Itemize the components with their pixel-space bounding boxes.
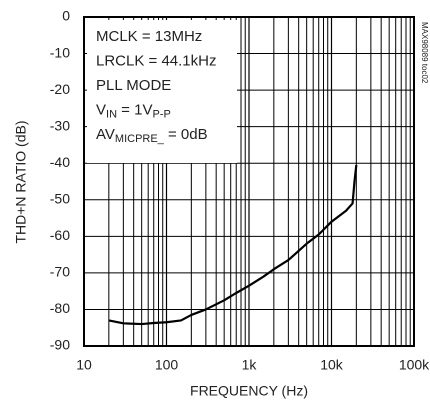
x-tick-label: 100k [399, 357, 430, 373]
y-axis-label: THD+N RATIO (dB) [13, 120, 29, 243]
x-tick-label: 100 [155, 357, 179, 373]
y-tick-label: -70 [50, 264, 70, 280]
y-tick-label: -10 [50, 44, 70, 60]
y-tick-label: -90 [50, 337, 70, 353]
annotation-part: P-P [152, 108, 170, 120]
x-axis-label: FREQUENCY (Hz) [190, 383, 308, 399]
side-note: MAX98089 toc02 [420, 22, 429, 84]
y-tick-label: -20 [50, 81, 70, 97]
y-tick-label: -30 [50, 117, 70, 133]
y-tick-label: -50 [50, 190, 70, 206]
data-line [108, 164, 358, 326]
x-tick-label: 10k [320, 357, 344, 373]
y-tick-label: 0 [62, 8, 70, 24]
annotation: LRCLK = 44.1kHz [96, 52, 216, 69]
annotation: VIN = 1VP-P [96, 101, 171, 120]
annotation: PLL MODE [96, 77, 171, 94]
annotation-part: MICPRE_ [115, 133, 165, 145]
x-tick-label: 10 [76, 357, 92, 373]
plot-frame [83, 16, 415, 347]
annotation: AVMICPRE_ = 0dB [96, 126, 208, 145]
x-tick-label: 1k [242, 357, 258, 373]
annotation-part: PLL MODE [96, 77, 171, 94]
y-tick-label: -40 [50, 154, 70, 170]
annotation-box [87, 20, 237, 163]
annotation-part: LRCLK = 44.1kHz [96, 52, 216, 69]
annotation-part: AV [96, 126, 115, 143]
y-tick-label: -60 [50, 227, 70, 243]
annotation-part: = 1V [117, 101, 152, 118]
annotation-part: V [96, 101, 106, 118]
y-tick-label: -80 [50, 300, 70, 316]
annotation-part: = 0dB [164, 126, 208, 143]
annotation-part: MCLK = 13MHz [96, 28, 202, 45]
annotation: MCLK = 13MHz [96, 28, 202, 45]
annotation-part: IN [106, 108, 117, 120]
